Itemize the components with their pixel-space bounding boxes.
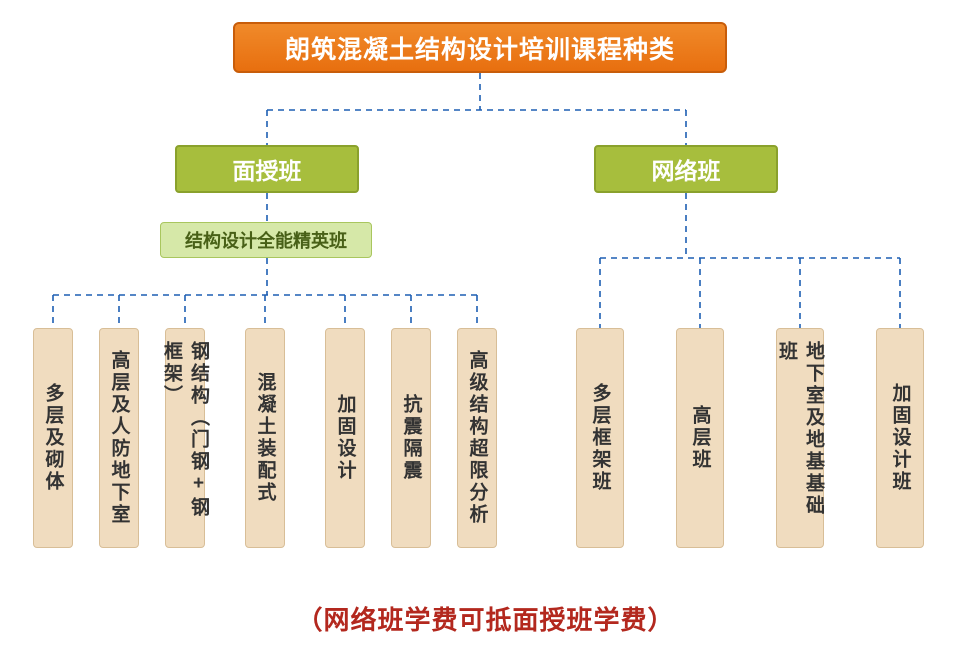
leaf-item: 高层及人防地下室	[99, 328, 139, 548]
leaf-item: 高级结构超限分析	[457, 328, 497, 548]
footer-note: （网络班学费可抵面授班学费）	[0, 600, 971, 637]
leaf-item: 加固设计班	[876, 328, 924, 548]
leaf-item: 钢结构（门钢+钢框架）	[165, 328, 205, 548]
leaf-item: 加固设计	[325, 328, 365, 548]
leaf-item: 高层班	[676, 328, 724, 548]
branch-face-to-face: 面授班	[175, 145, 359, 193]
leaf-item: 混凝土装配式	[245, 328, 285, 548]
leaf-item: 多层框架班	[576, 328, 624, 548]
branch-online: 网络班	[594, 145, 778, 193]
leaf-item: 多层及砌体	[33, 328, 73, 548]
leaf-item: 地下室及地基基础班	[776, 328, 824, 548]
root-title: 朗筑混凝土结构设计培训课程种类	[233, 22, 727, 73]
leaf-item: 抗震隔震	[391, 328, 431, 548]
subnode-elite-class: 结构设计全能精英班	[160, 222, 372, 258]
